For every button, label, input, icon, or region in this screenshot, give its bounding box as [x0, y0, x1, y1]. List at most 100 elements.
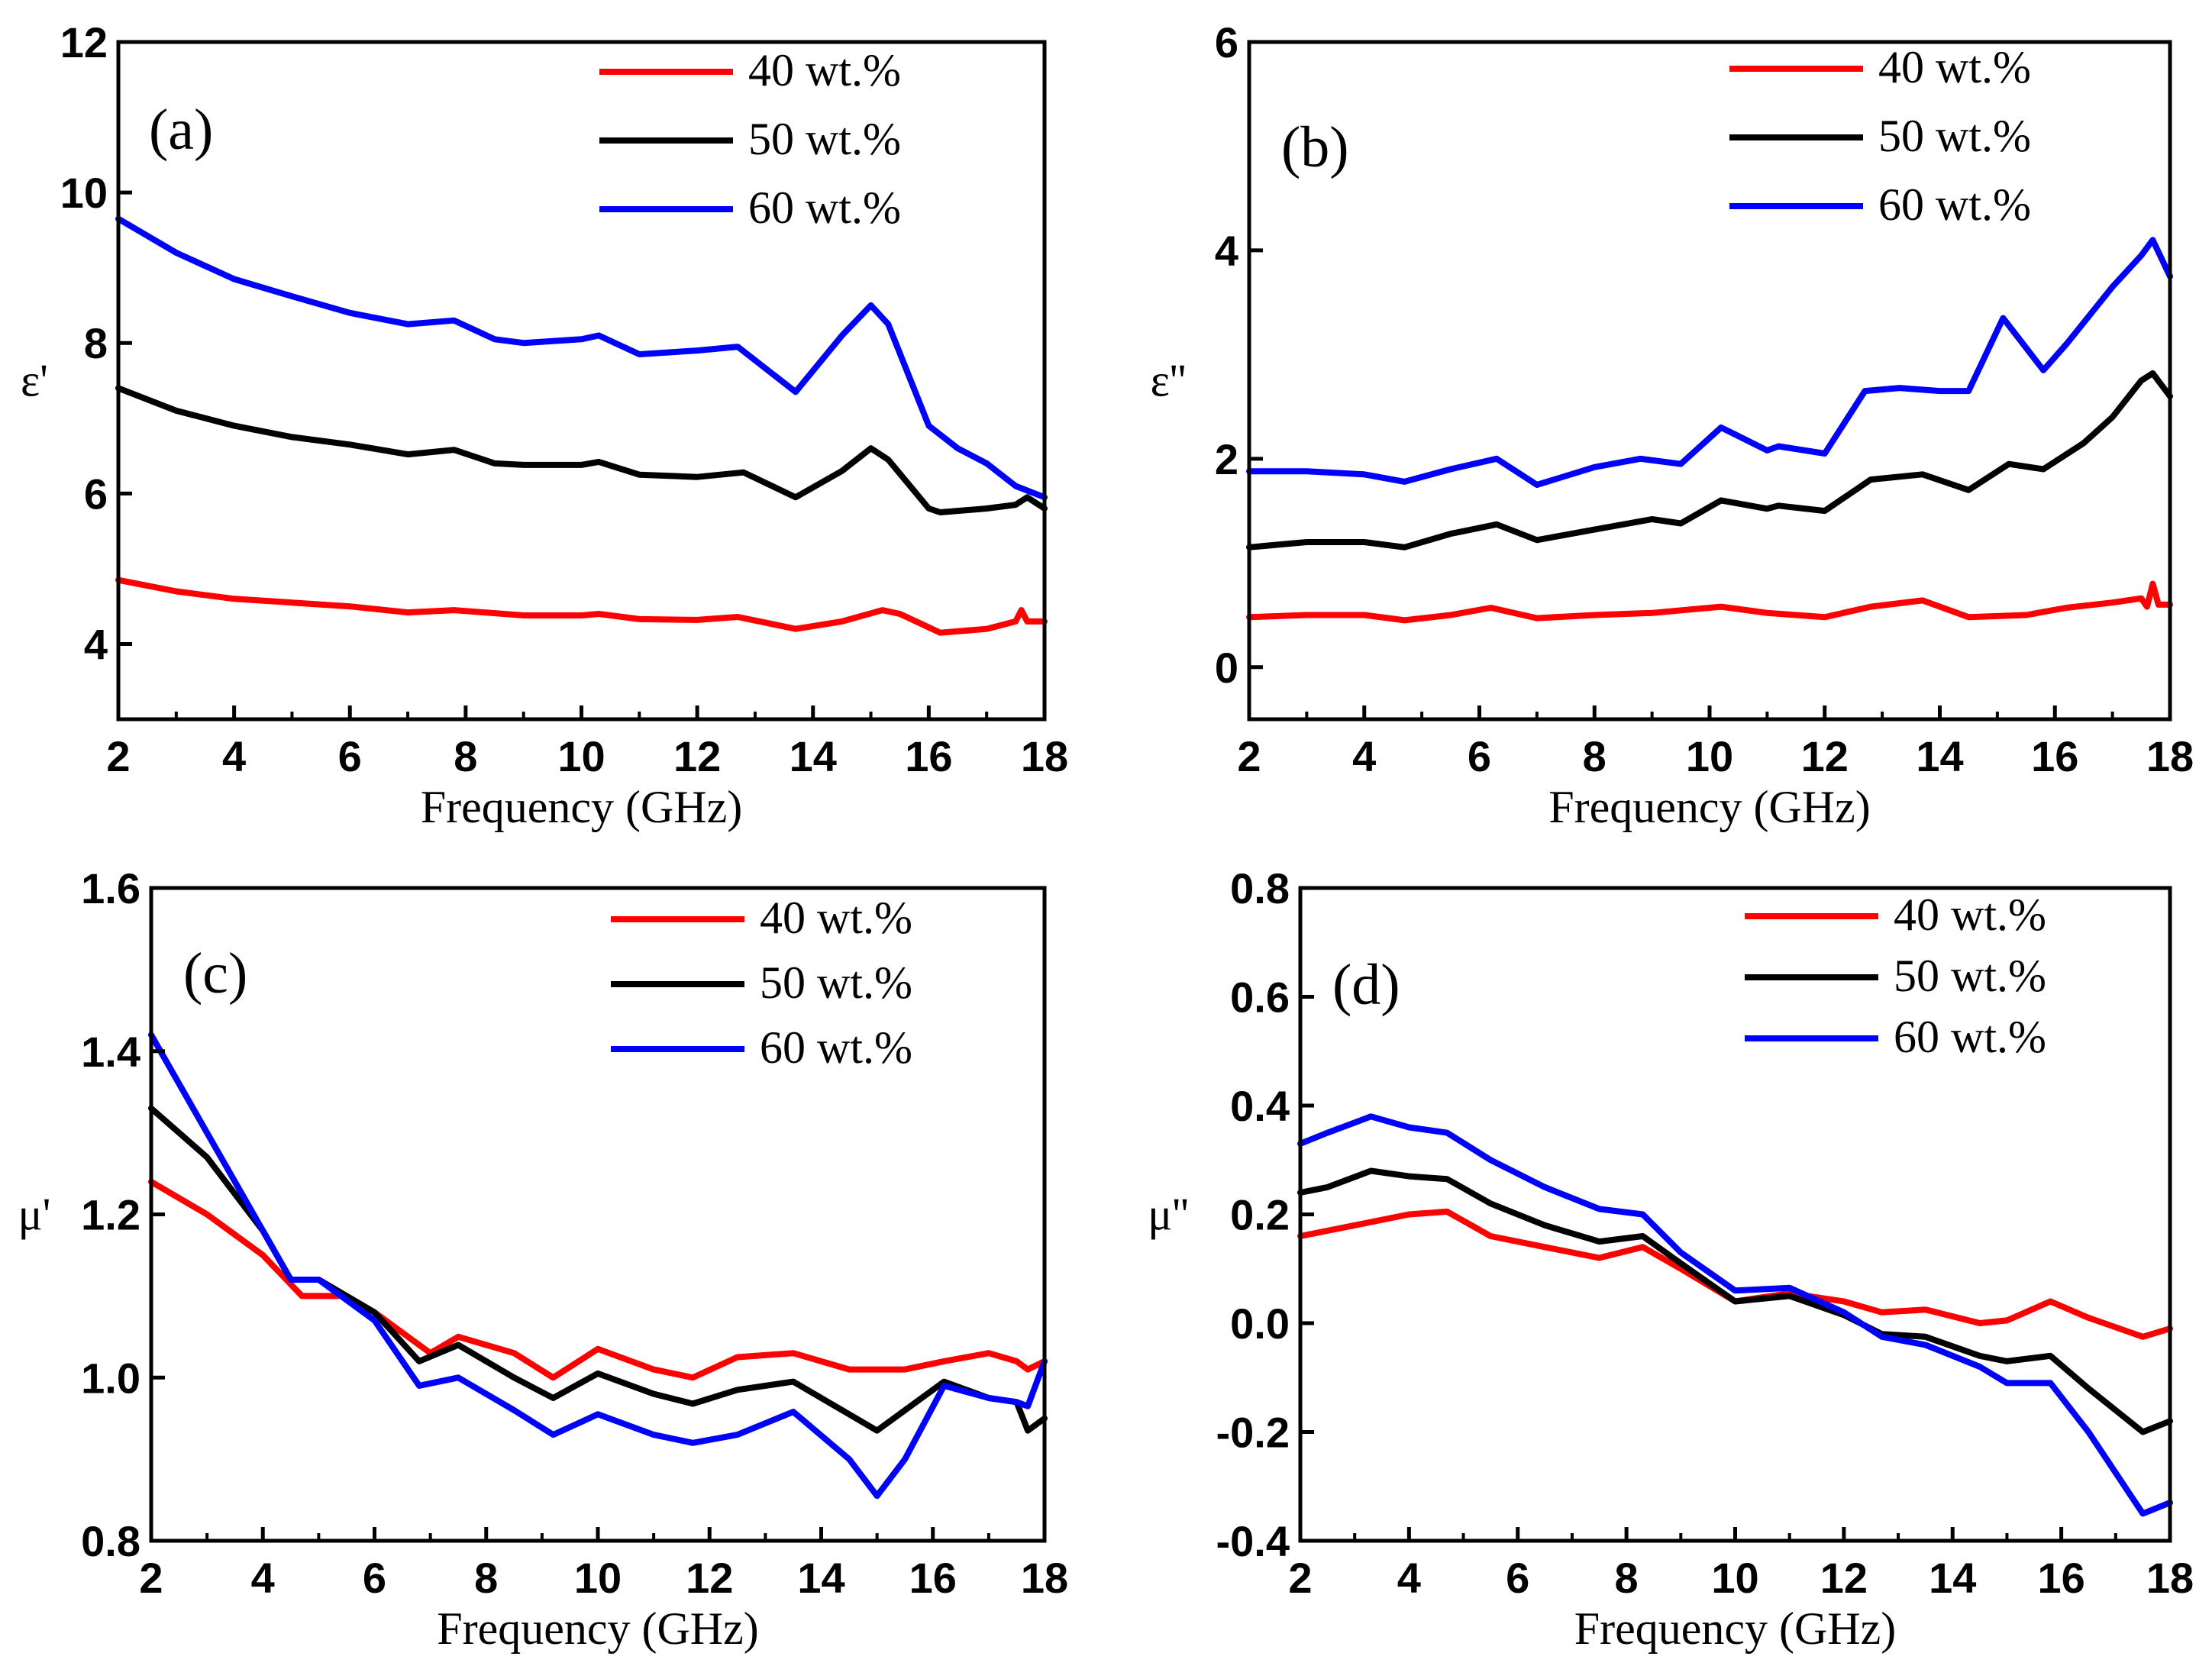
- panel-label: (a): [149, 98, 213, 162]
- y-tick-label: 0.0: [1230, 1300, 1290, 1348]
- x-tick-label: 16: [2037, 1554, 2084, 1602]
- x-tick-label: 6: [338, 732, 362, 780]
- x-tick-label: 4: [251, 1554, 275, 1602]
- x-tick-label: 16: [905, 732, 952, 780]
- panel-3: 2 4 6 8 10 12 14 16 18 -0.4 -0.2 0.0 0.2 0.4 0.6 0.8 Fre…: [1148, 864, 2194, 1654]
- y-tick-label: 8: [84, 319, 108, 367]
- y-tick-label: 12: [60, 18, 108, 66]
- y-axis-title: μ': [18, 1190, 51, 1240]
- y-tick-label: 1.4: [81, 1028, 140, 1076]
- series-line-2: [148, 1032, 1048, 1500]
- series-line-2: [115, 215, 1048, 501]
- x-tick-label: 14: [790, 732, 837, 780]
- legend-label: 40 wt.%: [1894, 890, 2046, 940]
- x-tick-label: 14: [797, 1554, 844, 1602]
- legend-label: 40 wt.%: [748, 45, 901, 95]
- x-tick-label: 14: [1929, 1554, 1976, 1602]
- x-tick-label: 2: [1237, 732, 1261, 780]
- x-tick-label: 4: [1397, 1554, 1421, 1602]
- x-tick-label: 18: [1021, 1554, 1068, 1602]
- legend: 40 wt.% 50 wt.% 60 wt.%: [611, 893, 912, 1073]
- x-axis-title: Frequency (GHz): [1574, 1603, 1897, 1654]
- x-tick-label: 12: [1820, 1554, 1868, 1602]
- y-tick-label: 0.6: [1230, 973, 1290, 1022]
- series-line-0: [1246, 580, 2173, 624]
- y-tick-label: 0.8: [81, 1517, 140, 1565]
- x-tick-label: 4: [1352, 732, 1376, 780]
- x-axis-title: Frequency (GHz): [437, 1603, 759, 1654]
- x-axis-title: Frequency (GHz): [421, 782, 743, 832]
- legend-label: 50 wt.%: [760, 957, 912, 1008]
- y-tick-label: 0: [1215, 644, 1238, 692]
- legend: 40 wt.% 50 wt.% 60 wt.%: [1745, 890, 2046, 1062]
- legend-label: 60 wt.%: [1894, 1012, 2046, 1062]
- legend-label: 60 wt.%: [760, 1022, 912, 1073]
- series-line-1: [1297, 1167, 2173, 1435]
- y-tick-label: 1.2: [81, 1191, 140, 1239]
- x-tick-label: 18: [2146, 732, 2194, 780]
- panel-label: (c): [183, 941, 247, 1006]
- y-axis-title: ε'': [1151, 356, 1187, 406]
- y-tick-label: 0.4: [1230, 1082, 1290, 1130]
- x-tick-label: 8: [454, 732, 477, 780]
- x-tick-label: 8: [1583, 732, 1607, 780]
- series-line-2: [1246, 237, 2173, 488]
- x-tick-label: 8: [474, 1554, 498, 1602]
- x-tick-label: 10: [1686, 732, 1733, 780]
- y-tick-label: 6: [84, 470, 108, 518]
- x-tick-label: 2: [139, 1554, 163, 1602]
- series-line-1: [115, 385, 1048, 515]
- panel-label: (b): [1281, 115, 1349, 179]
- x-tick-label: 18: [1021, 732, 1068, 780]
- y-tick-label: -0.2: [1216, 1409, 1290, 1457]
- y-tick-label: 4: [1215, 227, 1238, 275]
- series-line-0: [1297, 1208, 2173, 1340]
- series-line-2: [1297, 1113, 2173, 1517]
- legend-label: 50 wt.%: [1878, 111, 2031, 161]
- series-line-0: [115, 576, 1048, 636]
- x-tick-label: 18: [2146, 1554, 2194, 1602]
- y-tick-label: -0.4: [1216, 1517, 1290, 1565]
- y-axis-title: ε': [21, 356, 48, 406]
- series-line-1: [1246, 370, 2173, 550]
- x-tick-label: 6: [1506, 1554, 1529, 1602]
- x-tick-label: 12: [1801, 732, 1849, 780]
- x-tick-label: 8: [1615, 1554, 1639, 1602]
- legend-label: 40 wt.%: [1878, 42, 2031, 92]
- legend: 40 wt.% 50 wt.% 60 wt.%: [599, 45, 901, 233]
- x-tick-label: 2: [1288, 1554, 1312, 1602]
- legend-label: 50 wt.%: [1894, 951, 2046, 1001]
- x-tick-label: 2: [106, 732, 130, 780]
- x-tick-label: 6: [363, 1554, 386, 1602]
- panel-label: (d): [1332, 953, 1400, 1017]
- y-tick-label: 6: [1215, 18, 1238, 66]
- y-tick-label: 10: [60, 169, 108, 217]
- x-tick-label: 4: [222, 732, 246, 780]
- legend-label: 60 wt.%: [1878, 179, 2031, 230]
- x-tick-label: 14: [1916, 732, 1963, 780]
- x-tick-label: 16: [2031, 732, 2078, 780]
- x-tick-label: 10: [1711, 1554, 1758, 1602]
- legend: 40 wt.% 50 wt.% 60 wt.%: [1729, 42, 2031, 230]
- y-tick-label: 4: [84, 620, 108, 668]
- x-tick-label: 10: [557, 732, 605, 780]
- y-tick-label: 2: [1215, 435, 1238, 483]
- y-tick-label: 1.0: [81, 1354, 140, 1402]
- x-tick-label: 12: [686, 1554, 733, 1602]
- y-tick-label: 0.8: [1230, 864, 1290, 912]
- panel-1: 2 4 6 8 10 12 14 16 18 0 2 4 6 Frequency (GHz) ε'' (b) 4…: [1151, 18, 2194, 832]
- x-tick-label: 12: [673, 732, 721, 780]
- legend-label: 50 wt.%: [748, 114, 901, 164]
- panel-2: 2 4 6 8 10 12 14 16 18 0.8 1.0 1.2 1.4 1.6 Frequency (…: [18, 864, 1069, 1654]
- x-tick-label: 6: [1468, 732, 1491, 780]
- x-tick-label: 16: [909, 1554, 957, 1602]
- legend-label: 40 wt.%: [760, 893, 912, 943]
- series-line-0: [148, 1178, 1048, 1381]
- x-axis-title: Frequency (GHz): [1548, 782, 1871, 832]
- x-tick-label: 10: [574, 1554, 622, 1602]
- y-tick-label: 1.6: [81, 864, 140, 912]
- legend-label: 60 wt.%: [748, 182, 901, 233]
- y-axis-title: μ'': [1148, 1190, 1189, 1240]
